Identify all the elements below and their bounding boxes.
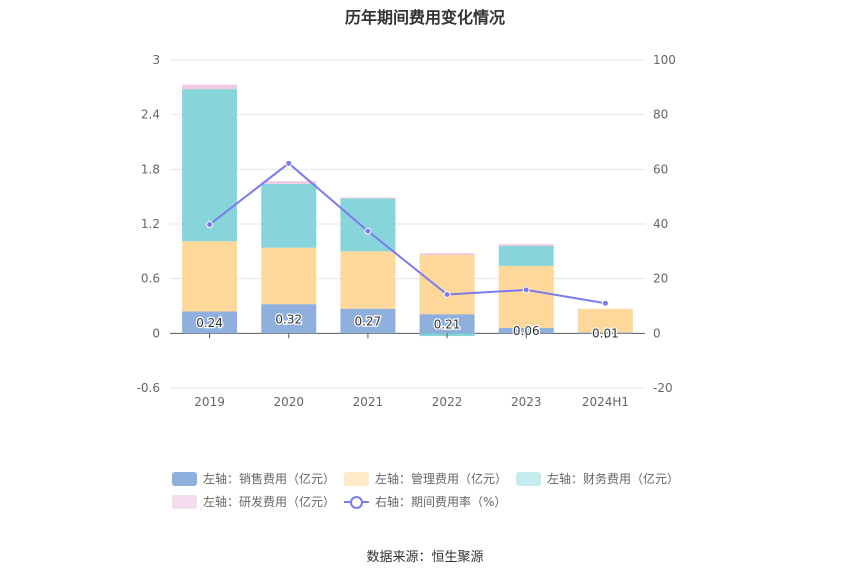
legend-swatch-finance (516, 471, 541, 486)
legend-label-sales: 左轴：销售费用（亿元） (203, 472, 336, 486)
bar-admin (340, 251, 396, 309)
right-axis-tick-label: -20 (653, 381, 673, 395)
line-point-expense-ratio (522, 286, 530, 294)
left-axis-tick-label: 2.4 (141, 108, 160, 122)
data-label-sales: 0.24 (196, 316, 223, 330)
right-axis-tick-label: 60 (653, 162, 668, 176)
legend-label-admin: 左轴：管理费用（亿元） (375, 472, 508, 486)
line-expense-ratio (208, 162, 606, 305)
right-axis-tick-label: 0 (653, 326, 661, 340)
data-label-sales: 0.32 (275, 312, 302, 326)
legend-label-expense-ratio: 右轴：期间费用率（%） (375, 495, 507, 509)
bar-finance (498, 245, 554, 266)
legend-item-rd[interactable]: 左轴：研发费用（亿元） (172, 493, 335, 510)
bar-sales (261, 304, 317, 334)
legend-label-rd: 左轴：研发费用（亿元） (203, 495, 336, 509)
left-axis-tick-label: 1.2 (141, 217, 160, 231)
source-note: 数据来源：恒生聚源 (366, 550, 484, 565)
left-axis-tick-label: -0.6 (137, 381, 160, 395)
legend-item-sales[interactable]: 左轴：销售费用（亿元） (172, 470, 335, 487)
line-point-expense-ratio (206, 221, 214, 229)
legend-line-marker-icon (344, 495, 369, 509)
left-axis-tick-label: 3 (152, 53, 160, 67)
bar-rd (261, 181, 317, 184)
x-axis-tick-label: 2020 (273, 395, 304, 409)
data-label-sales: 0.27 (355, 315, 382, 329)
right-axis-tick-label: 20 (653, 272, 668, 286)
bar-rd (340, 197, 396, 199)
left-axis-tick-label: 0.6 (141, 272, 160, 286)
line-point-expense-ratio (601, 299, 609, 307)
bar-admin (261, 247, 317, 305)
legend-swatch-sales (172, 471, 197, 486)
bar-sales (577, 332, 633, 334)
data-label-sales: 0.21 (434, 317, 461, 331)
bar-sales (419, 314, 475, 334)
x-axis-tick-label: 2022 (432, 395, 463, 409)
bar-sales (182, 311, 238, 334)
line-point-expense-ratio (285, 159, 293, 167)
right-axis-tick-label: 80 (653, 108, 668, 122)
bar-sales (498, 327, 554, 334)
bar-rd (419, 253, 475, 255)
x-axis-tick-label: 2019 (194, 395, 225, 409)
bar-rd (498, 244, 554, 246)
x-axis-tick-label: 2024H1 (582, 395, 629, 409)
line-point-expense-ratio (364, 227, 372, 235)
legend-item-admin[interactable]: 左轴：管理费用（亿元） (344, 470, 507, 487)
x-axis-tick-label: 2021 (353, 395, 384, 409)
bar-finance (182, 89, 238, 242)
right-axis-tick-label: 40 (653, 217, 668, 231)
x-axis-tick-label: 2023 (511, 395, 542, 409)
legend-label-finance: 左轴：财务费用（亿元） (547, 472, 680, 486)
right-axis-tick-label: 100 (653, 53, 676, 67)
legend-swatch-admin (344, 471, 369, 486)
left-axis-tick-label: 1.8 (141, 162, 160, 176)
bar-sales (340, 308, 396, 334)
bar-finance (261, 183, 317, 248)
legend-item-expense-ratio[interactable]: 右轴：期间费用率（%） (344, 493, 506, 510)
line-point-expense-ratio (443, 291, 451, 299)
bar-admin (419, 254, 475, 315)
bar-rd (182, 84, 238, 90)
bar-admin (182, 241, 238, 312)
left-axis-tick-label: 0 (152, 326, 160, 340)
bar-finance (340, 198, 396, 252)
bar-admin (498, 265, 554, 328)
legend-swatch-rd (172, 494, 197, 509)
bar-admin (577, 308, 633, 333)
legend-item-finance[interactable]: 左轴：财务费用（亿元） (516, 470, 679, 487)
chart-title: 历年期间费用变化情况 (344, 8, 505, 27)
data-label-sales: 0.06 (513, 324, 540, 338)
